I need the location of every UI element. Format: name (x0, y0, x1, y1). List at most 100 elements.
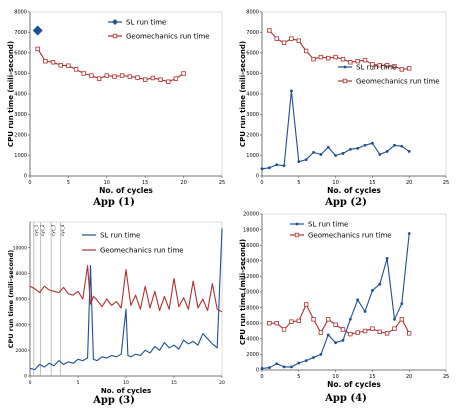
data-point (282, 164, 286, 168)
series-line (29, 265, 223, 313)
x-tick-label: 10 (332, 374, 338, 380)
data-point (267, 28, 272, 33)
y-tick-label: 16000 (243, 243, 259, 249)
data-point (370, 62, 375, 67)
legend-label: Geomechanics run time (356, 78, 440, 86)
y-tick-label: 8000 (14, 10, 27, 16)
y-axis-title: CPU run time (mili-second) (239, 41, 247, 147)
x-tick-label: 25 (443, 374, 449, 380)
legend-label: SL run time (356, 64, 396, 72)
data-point (142, 77, 148, 82)
data-point (303, 48, 309, 54)
y-tick-label: 10000 (13, 245, 27, 251)
x-tick-label: 25 (443, 180, 449, 186)
data-point (326, 333, 330, 337)
y-tick-label: 8000 (246, 305, 259, 311)
data-point (385, 257, 389, 260)
cycle-marker-label: cyc_1 (33, 224, 38, 236)
y-tick-label: 10000 (243, 290, 259, 296)
y-tick-label: 2000 (246, 352, 259, 358)
series-geomechanics-run-time (267, 302, 412, 337)
y-tick-label: 6000 (14, 51, 27, 57)
data-point (399, 317, 405, 322)
data-point (66, 63, 71, 68)
cycle-marker-label: cyc_3 (51, 224, 56, 236)
data-point (112, 74, 117, 79)
data-point (289, 319, 294, 324)
data-point (158, 77, 163, 82)
data-point (267, 320, 272, 326)
y-tick-label: 18000 (243, 227, 259, 233)
y-tick-label: 5000 (246, 71, 259, 77)
data-point (311, 56, 316, 62)
x-tick-label: 10 (332, 180, 338, 186)
panel-caption: App (4) (324, 393, 367, 404)
data-point (356, 146, 360, 150)
y-axis-title: CPU run time (mili-second) (239, 239, 247, 345)
y-axis-title: CPU run time (mili-second) (7, 41, 15, 147)
data-point (362, 57, 368, 63)
x-axis-title: No. of cycles (101, 387, 151, 395)
data-point (362, 328, 368, 334)
data-point (371, 141, 374, 145)
x-tick-label: 0 (29, 380, 32, 386)
data-point (341, 338, 345, 342)
panel-app-2: 0 5 10 15 20 25 0 1000 2000 3000 4000 5000 6000 7000 8… (239, 10, 449, 208)
data-point (260, 367, 264, 370)
x-tick-label: 15 (142, 180, 148, 186)
x-tick-label: 5 (77, 380, 80, 386)
data-point (303, 302, 309, 307)
data-point (385, 150, 389, 153)
data-point (326, 145, 330, 149)
legend: SL run time Geomechanics run time (108, 19, 210, 41)
data-point (407, 150, 411, 153)
y-tick-label: 4000 (246, 92, 259, 98)
series-line (29, 228, 223, 371)
data-point (340, 327, 346, 332)
y-tick-label: 0 (256, 368, 259, 374)
data-point (355, 59, 360, 64)
x-tick-label: 10 (104, 180, 110, 186)
data-point (35, 46, 40, 52)
data-point (304, 158, 308, 162)
y-tick-label: 7000 (14, 30, 27, 36)
panel-caption: App (3) (92, 395, 135, 406)
data-point (363, 143, 367, 147)
x-axis-title: No. of cycles (327, 186, 381, 195)
data-point (281, 40, 287, 45)
data-point (392, 326, 397, 331)
y-tick-label: 4000 (14, 92, 27, 98)
data-point (340, 56, 346, 62)
y-tick-label: 0 (256, 174, 259, 180)
x-tick-label: 25 (219, 180, 225, 186)
data-point (296, 38, 301, 43)
legend-marker (112, 33, 118, 39)
x-tick-label: 20 (406, 374, 412, 380)
data-point (399, 67, 405, 72)
legend-marker (342, 78, 348, 84)
legend-marker (112, 19, 118, 25)
data-point (104, 73, 109, 78)
y-tick-label: 3000 (246, 112, 259, 118)
data-point (274, 320, 279, 326)
series-geomechanics-run-time (29, 265, 223, 313)
data-point (326, 55, 331, 61)
data-point (363, 310, 367, 313)
x-tick-label: 0 (28, 180, 31, 186)
plot-area (29, 221, 223, 377)
x-tick-label: 0 (260, 374, 263, 380)
data-point (348, 147, 352, 151)
data-point (393, 143, 396, 147)
y-tick-label: 4000 (16, 322, 28, 328)
data-point (378, 282, 382, 286)
series-line (261, 233, 410, 369)
data-point (89, 73, 94, 78)
data-point (334, 341, 337, 345)
legend: SL run time Geomechanics run time (338, 64, 440, 86)
data-point (356, 298, 360, 302)
data-point (384, 63, 390, 68)
legend-marker (294, 232, 300, 238)
x-tick-label: 10 (123, 380, 129, 386)
data-point (334, 154, 337, 157)
